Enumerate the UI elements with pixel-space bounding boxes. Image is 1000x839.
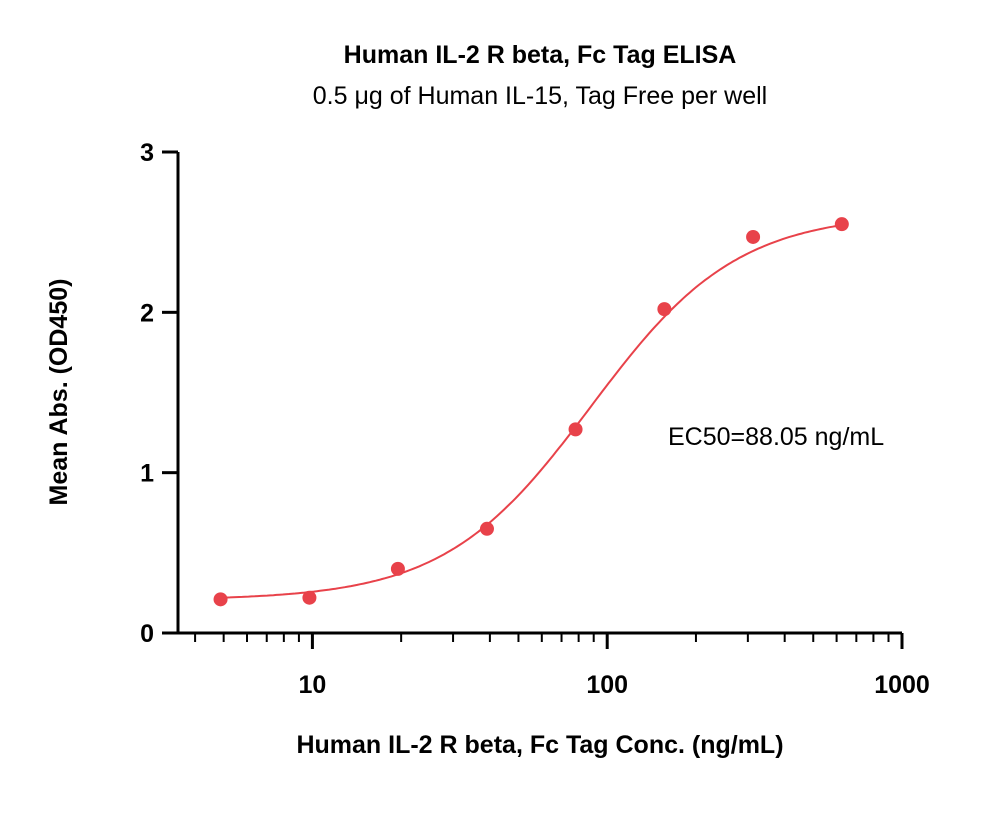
data-points (213, 217, 849, 607)
x-tick-label: 1000 (874, 671, 930, 699)
y-tick-label: 0 (140, 620, 154, 648)
data-point (834, 217, 849, 232)
data-point (213, 592, 228, 607)
data-point (302, 590, 317, 605)
ec50-annotation: EC50=88.05 ng/mL (668, 423, 884, 451)
data-point (568, 422, 583, 437)
x-ticks: 10 100 1000 (194, 633, 930, 699)
plot-area: 0 1 2 3 10 100 1000 (140, 139, 930, 699)
x-tick-label: 100 (586, 671, 628, 699)
data-point (746, 229, 761, 244)
y-tick-label: 3 (140, 139, 154, 167)
data-point (479, 521, 494, 536)
fit-curve (220, 224, 842, 599)
x-axis-label: Human IL-2 R beta, Fc Tag Conc. (ng/mL) (296, 731, 783, 759)
x-tick-label: 10 (299, 671, 327, 699)
chart-title: Human IL-2 R beta, Fc Tag ELISA (344, 41, 737, 69)
data-point (390, 561, 405, 576)
data-point (657, 302, 672, 317)
y-axis-label: Mean Abs. (OD450) (45, 279, 73, 506)
y-ticks: 0 1 2 3 (140, 139, 178, 648)
y-tick-label: 2 (140, 299, 154, 327)
y-tick-label: 1 (140, 460, 154, 488)
chart-subtitle: 0.5 μg of Human IL-15, Tag Free per well (313, 82, 767, 110)
